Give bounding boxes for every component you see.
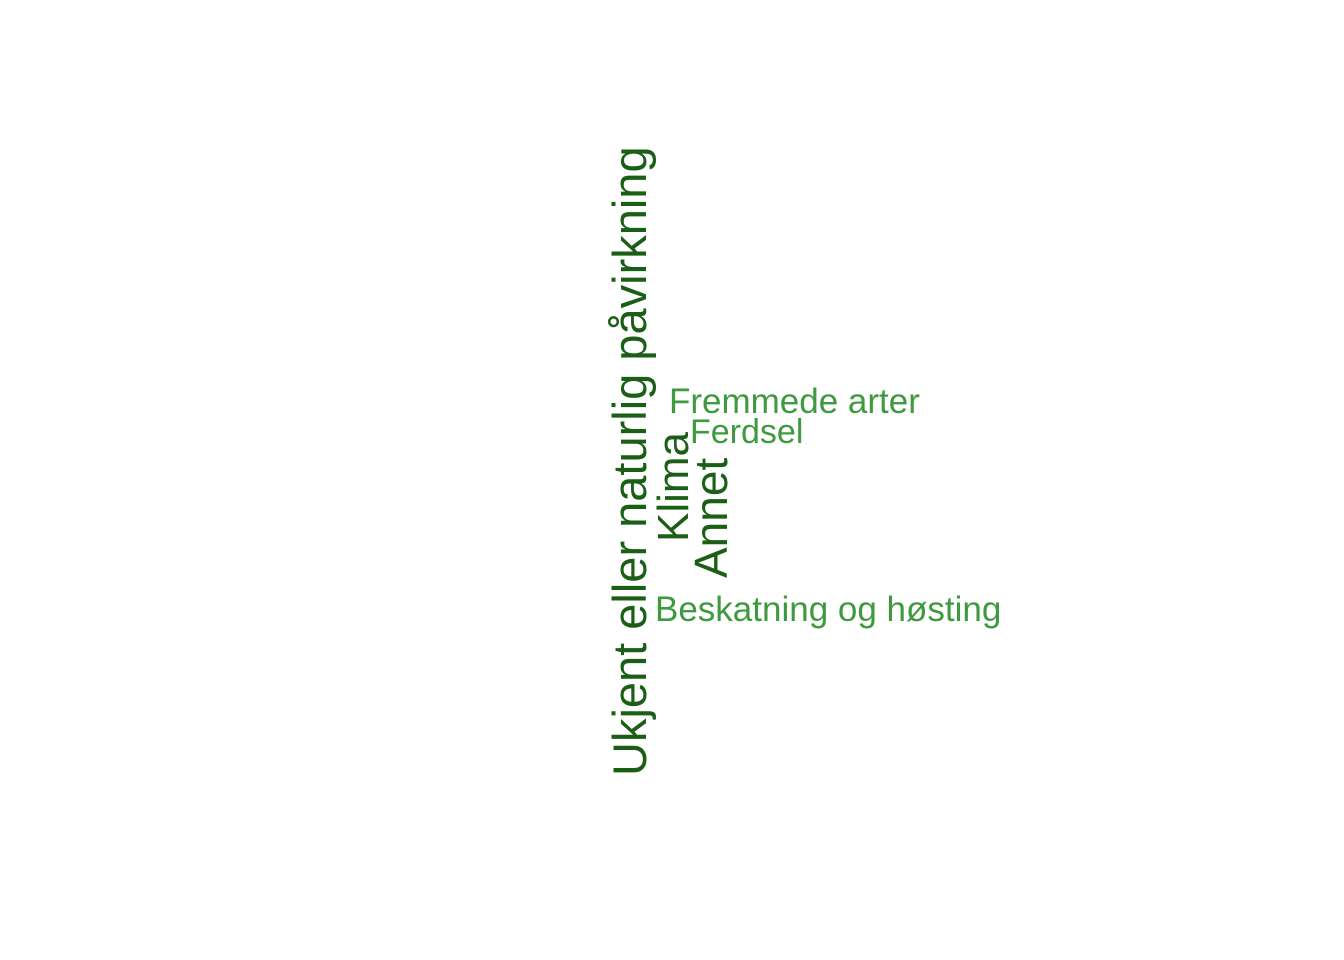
word-ferdsel: Ferdsel <box>690 413 804 451</box>
word-fremmede-arter: Fremmede arter <box>669 382 920 421</box>
word-beskatning-og-hosting: Beskatning og høsting <box>655 590 1002 629</box>
word-annet: Annet <box>685 457 737 578</box>
word-ukjent-eller-naturlig-pavirkning: Ukjent eller naturlig påvirkning <box>603 146 656 776</box>
